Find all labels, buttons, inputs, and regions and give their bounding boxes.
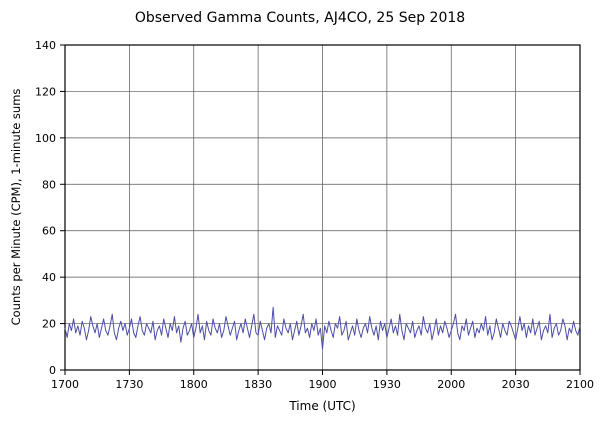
x-tick-label: 1830 xyxy=(244,378,272,391)
x-tick-label: 2030 xyxy=(502,378,530,391)
y-tick-label: 0 xyxy=(49,364,56,377)
x-tick-label: 1730 xyxy=(115,378,143,391)
y-tick-label: 20 xyxy=(42,318,56,331)
y-tick-label: 40 xyxy=(42,271,56,284)
x-tick-label: 2000 xyxy=(437,378,465,391)
x-tick-label: 1930 xyxy=(373,378,401,391)
x-tick-label: 1900 xyxy=(309,378,337,391)
y-tick-label: 100 xyxy=(35,132,56,145)
y-tick-label: 120 xyxy=(35,85,56,98)
data-line xyxy=(64,306,581,350)
x-axis-label: Time (UTC) xyxy=(289,399,356,413)
x-tick-label: 1700 xyxy=(51,378,79,391)
x-tick-label: 2100 xyxy=(566,378,594,391)
y-tick-label: 140 xyxy=(35,39,56,52)
y-tick-label: 80 xyxy=(42,178,56,191)
chart-title: Observed Gamma Counts, AJ4CO, 25 Sep 201… xyxy=(134,10,466,26)
plot-frame xyxy=(64,44,581,371)
y-tick-label: 60 xyxy=(42,225,56,238)
x-tick-label: 1800 xyxy=(180,378,208,391)
